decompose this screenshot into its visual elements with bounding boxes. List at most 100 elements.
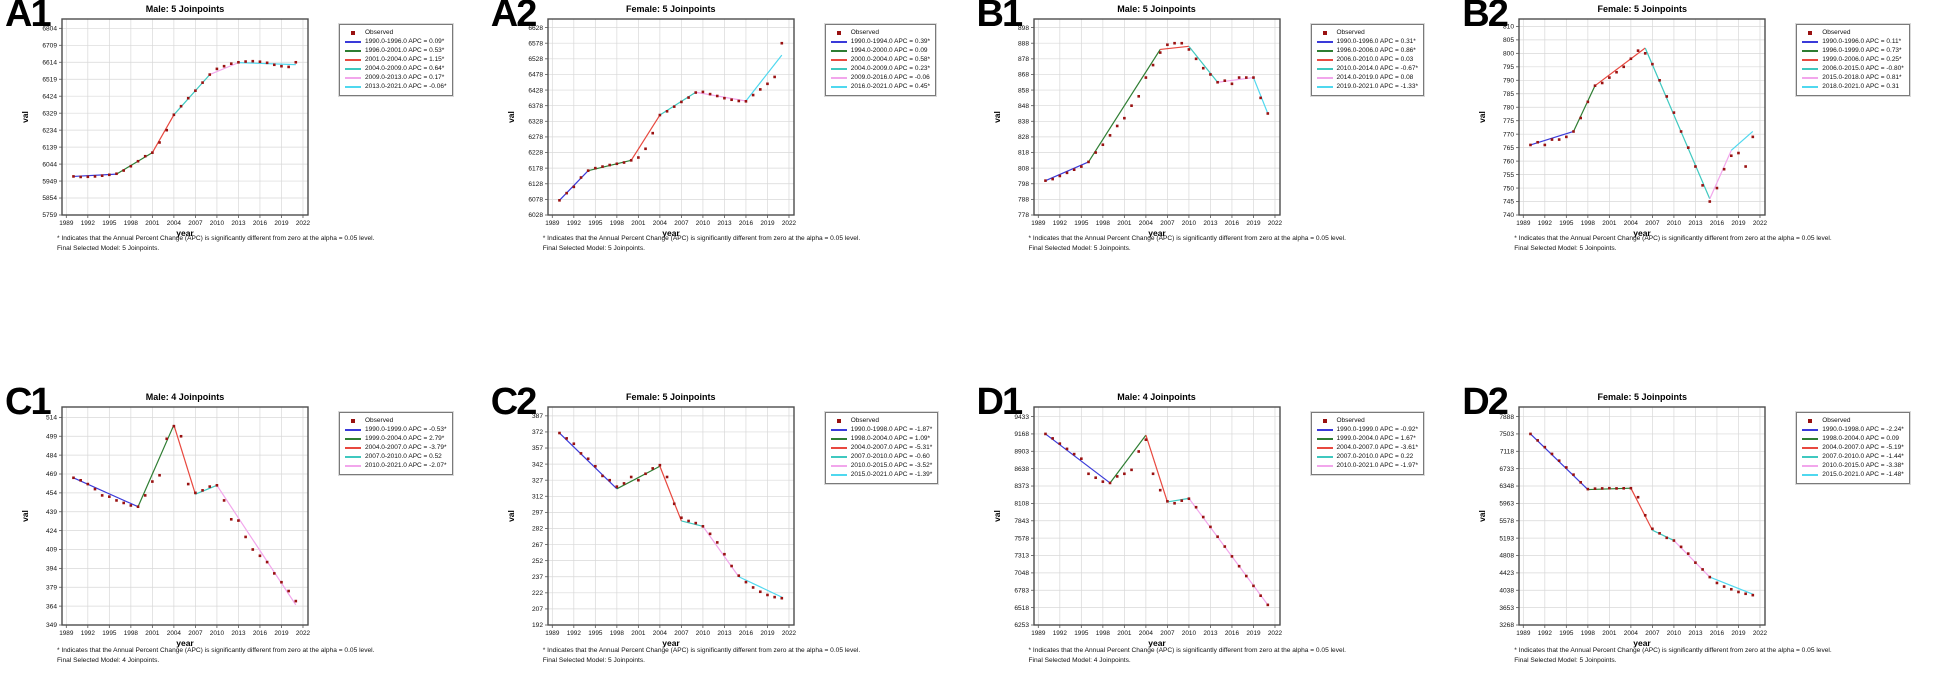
- trend-segment: [1652, 529, 1675, 542]
- svg-text:2019: 2019: [274, 630, 289, 637]
- observed-point: [1723, 167, 1726, 171]
- x-axis-label: year: [662, 228, 680, 238]
- observed-point: [86, 482, 90, 486]
- svg-text:2004: 2004: [1624, 630, 1639, 637]
- svg-text:514: 514: [46, 415, 57, 422]
- observed-point: [1558, 459, 1561, 462]
- svg-text:1995: 1995: [1074, 630, 1089, 637]
- segment-line-swatch-icon: [830, 464, 847, 467]
- footnote: * Indicates that the Annual Percent Chan…: [57, 646, 374, 665]
- trend-segment: [616, 465, 660, 490]
- legend-item-segment: 2015.0-2018.0 APC = 0.81*: [1802, 73, 1904, 82]
- trend-segment: [659, 91, 696, 116]
- observed-point: [1694, 165, 1697, 168]
- svg-text:2022: 2022: [782, 630, 797, 637]
- legend-item-observed: Observed: [831, 28, 930, 37]
- chart-panel: A1 Male: 5 Joinpoints 6804 6709 6614 6519 64…: [0, 0, 486, 300]
- svg-text:5759: 5759: [42, 212, 57, 219]
- svg-text:2022: 2022: [296, 630, 311, 637]
- trend-segment: [151, 114, 175, 153]
- legend-item-segment: 1999.0-2004.0 APC = 1.67*: [1316, 434, 1419, 443]
- svg-text:828: 828: [1017, 134, 1028, 141]
- svg-text:798: 798: [1017, 181, 1028, 188]
- svg-text:1992: 1992: [566, 630, 581, 637]
- observed-point: [1179, 499, 1183, 502]
- observed-point: [208, 73, 212, 76]
- footnote-significance: * Indicates that the Annual Percent Chan…: [57, 647, 375, 654]
- chart-title: Female: 5 Joinpoints: [1597, 4, 1688, 14]
- svg-text:342: 342: [532, 461, 543, 468]
- segment-label: 2014.0-2019.0 APC = 0.08: [1336, 74, 1414, 81]
- panel-label: C2: [490, 381, 538, 423]
- x-axis-label: year: [1634, 638, 1652, 648]
- observed-point: [672, 105, 676, 108]
- trend-segment: [1217, 76, 1254, 83]
- footnote: * Indicates that the Annual Percent Chan…: [1514, 646, 1831, 665]
- svg-text:7503: 7503: [1500, 431, 1515, 438]
- svg-text:2016: 2016: [739, 630, 754, 637]
- svg-text:808: 808: [1017, 165, 1028, 172]
- svg-text:2016: 2016: [253, 630, 268, 637]
- svg-text:888: 888: [1017, 40, 1028, 47]
- observed-point: [622, 161, 626, 164]
- svg-text:898: 898: [1017, 25, 1028, 32]
- svg-text:6328: 6328: [528, 118, 543, 125]
- svg-text:484: 484: [46, 452, 57, 459]
- svg-text:1992: 1992: [81, 630, 96, 637]
- svg-text:1989: 1989: [1031, 630, 1046, 637]
- svg-text:2007: 2007: [1646, 630, 1661, 637]
- observed-point: [1072, 452, 1075, 456]
- segment-label: 1990.0-1996.0 APC = 0.09*: [365, 38, 445, 45]
- observed-point: [1529, 143, 1533, 147]
- observed-marker-icon: [1322, 30, 1327, 35]
- observed-point: [708, 92, 712, 96]
- svg-text:2013: 2013: [1203, 220, 1218, 227]
- svg-text:6733: 6733: [1500, 466, 1515, 473]
- legend-item-segment: 2010.0-2021.0 APC = -1.97*: [1316, 461, 1418, 470]
- svg-text:6478: 6478: [528, 72, 543, 79]
- observed-point: [1680, 545, 1683, 549]
- trend-segments: [73, 424, 297, 606]
- svg-text:6278: 6278: [528, 134, 543, 141]
- trend-segment: [695, 91, 746, 102]
- observed-point: [1543, 445, 1547, 449]
- observed-point: [665, 475, 669, 479]
- svg-text:6028: 6028: [528, 212, 543, 219]
- svg-text:2004: 2004: [1624, 220, 1639, 227]
- svg-text:2007: 2007: [1160, 630, 1175, 637]
- svg-text:2007: 2007: [1160, 220, 1175, 227]
- observed-marker-icon: [836, 418, 841, 423]
- svg-text:1995: 1995: [1074, 220, 1089, 227]
- observed-point: [208, 485, 212, 488]
- observed-point: [1230, 82, 1233, 86]
- legend-item-observed: Observed: [831, 416, 933, 425]
- segment-label: 2004.0-2009.0 APC = 0.23*: [850, 65, 931, 72]
- observed-point: [1237, 564, 1240, 568]
- trend-segment: [195, 484, 218, 495]
- panel-label: B1: [976, 0, 1024, 35]
- panel-label: D1: [976, 381, 1024, 423]
- svg-text:2007: 2007: [674, 220, 689, 227]
- svg-text:1992: 1992: [1052, 220, 1067, 227]
- plot-border: [1032, 406, 1281, 626]
- observed-point: [115, 499, 118, 502]
- observed-point: [643, 147, 647, 151]
- observed-point: [201, 489, 204, 492]
- trend-segment: [630, 114, 661, 161]
- segment-label: 2000.0-2004.0 APC = 0.58*: [850, 56, 931, 63]
- observed-point: [1201, 66, 1205, 70]
- observed-marker-icon: [1808, 418, 1813, 423]
- observed-point: [1201, 515, 1205, 519]
- observed-point: [1579, 481, 1583, 484]
- segment-line-swatch-icon: [1802, 455, 1819, 458]
- observed-point: [1230, 555, 1233, 558]
- observed-point: [1529, 432, 1533, 436]
- svg-text:5578: 5578: [1500, 518, 1515, 525]
- observed-marker-icon: [1808, 30, 1813, 35]
- chart-panel: C2 Female: 5 Joinpoints 387 372 357 342 327 3…: [486, 381, 972, 688]
- panel-label: D2: [1462, 381, 1509, 423]
- svg-text:1998: 1998: [1095, 220, 1110, 227]
- legend-item-segment: 2010.0-2014.0 APC = -0.67*: [1316, 64, 1418, 73]
- observed-point: [1151, 63, 1154, 67]
- observed-point: [1258, 96, 1262, 100]
